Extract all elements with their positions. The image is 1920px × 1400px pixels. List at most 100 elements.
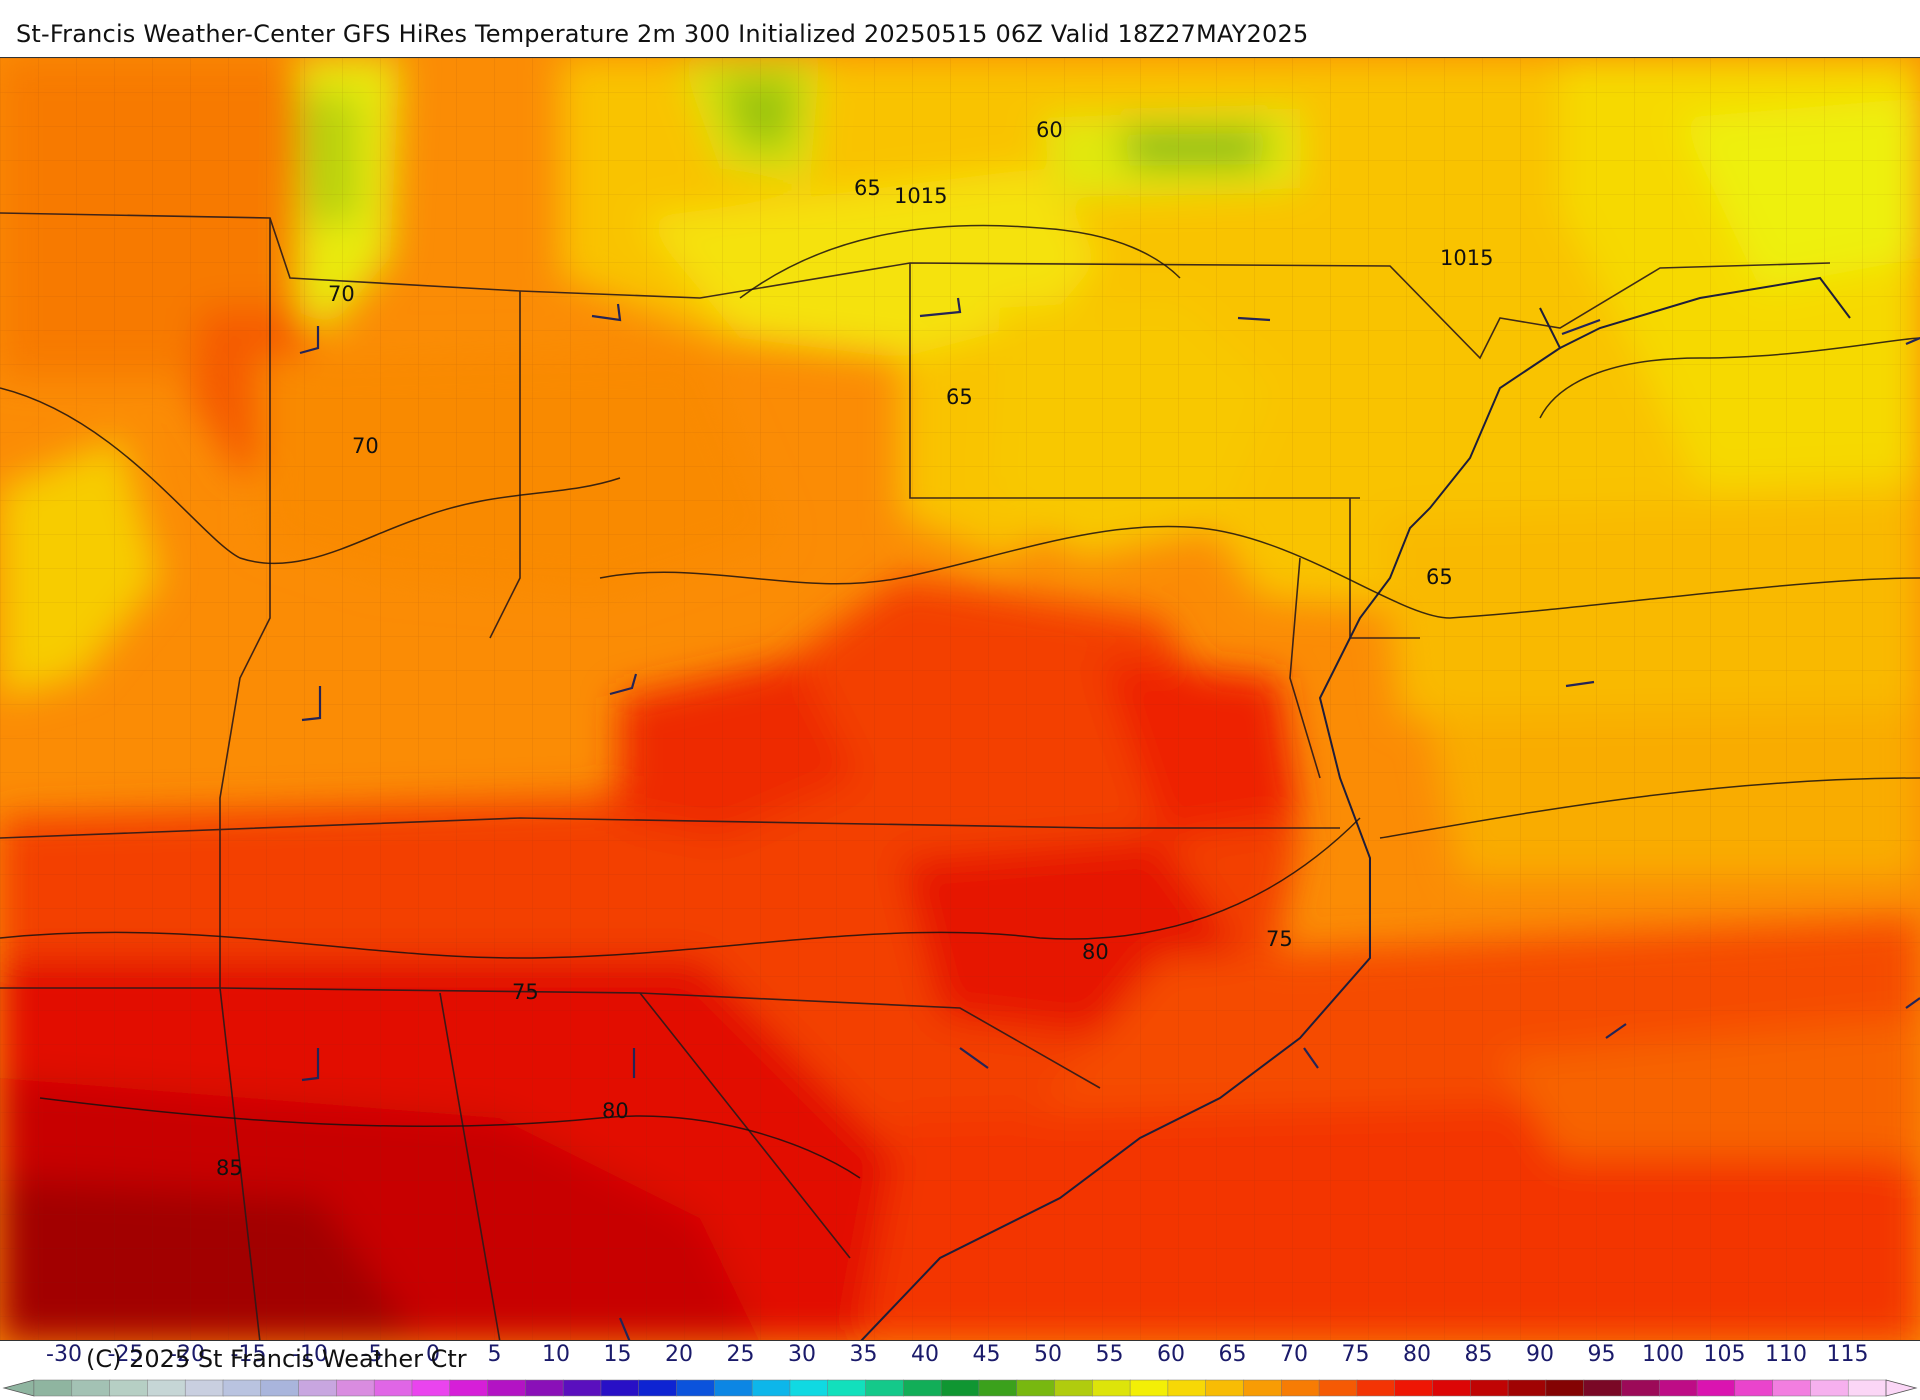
colorbar-swatch bbox=[600, 1379, 640, 1397]
colorbar-swatch bbox=[1205, 1379, 1245, 1397]
colorbar-swatch bbox=[1016, 1379, 1056, 1397]
colorbar-swatch bbox=[1772, 1379, 1812, 1397]
colorbar-tick-label: -5 bbox=[360, 1342, 383, 1367]
contour-lines bbox=[0, 224, 1920, 1179]
colorbar-tick-label: 30 bbox=[788, 1342, 816, 1367]
colorbar-tick-label: -20 bbox=[169, 1342, 205, 1367]
isotherm-label: 80 bbox=[1082, 940, 1109, 964]
colorbar-swatch bbox=[1696, 1379, 1736, 1397]
colorbar-swatch bbox=[1432, 1379, 1471, 1397]
colorbar-swatch bbox=[1243, 1379, 1283, 1397]
colorbar-swatch bbox=[714, 1379, 753, 1397]
colorbar-swatch bbox=[1394, 1379, 1434, 1397]
colorbar-tick-label: 45 bbox=[972, 1342, 1001, 1367]
colorbar-swatch bbox=[411, 1379, 451, 1397]
colorbar-swatch bbox=[260, 1379, 300, 1397]
map-panel: 60 65 1015 1015 70 65 70 65 75 80 75 80 … bbox=[0, 57, 1920, 1341]
temperature-colorbar bbox=[2, 1379, 1918, 1397]
colorbar-swatch bbox=[1621, 1379, 1660, 1397]
colorbar-tick-label: -10 bbox=[292, 1342, 328, 1367]
colorbar-tick-label: 70 bbox=[1280, 1342, 1308, 1367]
isotherm-label: 60 bbox=[1036, 118, 1063, 142]
colorbar-tick-label: 75 bbox=[1341, 1342, 1370, 1367]
colorbar-tick-label: -25 bbox=[107, 1342, 144, 1367]
colorbar-tick-label: -15 bbox=[230, 1342, 267, 1367]
colorbar-swatch bbox=[789, 1379, 829, 1397]
colorbar-tick-label: 60 bbox=[1157, 1342, 1185, 1367]
isotherm-label: 65 bbox=[1426, 565, 1453, 589]
temperature-map: 60 65 1015 1015 70 65 70 65 75 80 75 80 … bbox=[0, 58, 1920, 1340]
colorbar-swatch bbox=[1167, 1379, 1207, 1397]
colorbar-swatch bbox=[1054, 1379, 1094, 1397]
map-title: St-Francis Weather-Center GFS HiRes Temp… bbox=[16, 20, 1309, 48]
colorbar-swatch bbox=[222, 1379, 262, 1397]
colorbar-swatch bbox=[827, 1379, 867, 1397]
colorbar-swatch bbox=[1545, 1379, 1585, 1397]
isobar-label: 1015 bbox=[894, 184, 947, 208]
colorbar-tick-labels: -30 -25 -20 -15 -10 -5 0 5 10 15 20 25 30 35 40 45 50 55 6… bbox=[0, 1342, 1920, 1372]
isotherm-label: 65 bbox=[854, 176, 881, 200]
colorbar-swatch bbox=[1318, 1379, 1358, 1397]
colorbar-swatch bbox=[1281, 1379, 1320, 1397]
isobar-label: 1015 bbox=[1440, 246, 1493, 270]
colorbar-swatch bbox=[751, 1379, 791, 1397]
wind-barbs bbox=[299, 297, 1920, 1340]
colorbar-swatch bbox=[1129, 1379, 1169, 1397]
colorbar-swatch bbox=[449, 1379, 489, 1397]
isotherm-label: 80 bbox=[602, 1099, 629, 1123]
colorbar-swatch bbox=[1810, 1379, 1849, 1397]
isotherm-label: 70 bbox=[352, 434, 379, 458]
colorbar-swatch bbox=[147, 1379, 186, 1397]
colorbar-swatch bbox=[487, 1379, 527, 1397]
colorbar-tick-label: 0 bbox=[426, 1342, 440, 1367]
colorbar-tick-label: 115 bbox=[1826, 1342, 1869, 1367]
colorbar-tick-label: 65 bbox=[1218, 1342, 1247, 1367]
colorbar-swatch bbox=[109, 1379, 149, 1397]
colorbar-tick-label: 25 bbox=[726, 1342, 755, 1367]
colorbar-tick-label: 50 bbox=[1034, 1342, 1062, 1367]
colorbar-arrow-low bbox=[2, 1379, 35, 1397]
colorbar-swatch bbox=[33, 1379, 73, 1397]
colorbar-tick-label: 35 bbox=[849, 1342, 878, 1367]
colorbar-swatch bbox=[940, 1379, 980, 1397]
colorbar-swatch bbox=[978, 1379, 1018, 1397]
colorbar-swatch bbox=[525, 1379, 564, 1397]
colorbar-swatch bbox=[865, 1379, 905, 1397]
colorbar-tick-label: 55 bbox=[1095, 1342, 1124, 1367]
colorbar-swatch bbox=[676, 1379, 716, 1397]
colorbar-swatch bbox=[71, 1379, 111, 1397]
contour-labels: 60 65 1015 1015 70 65 70 65 75 80 75 80 … bbox=[216, 118, 1493, 1180]
isotherm-label: 75 bbox=[512, 980, 539, 1004]
colorbar-swatch bbox=[562, 1379, 602, 1397]
colorbar-tick-label: 5 bbox=[487, 1342, 502, 1367]
colorbar-swatch bbox=[1507, 1379, 1547, 1397]
colorbar-tick-label: 10 bbox=[542, 1342, 570, 1367]
temperature-field bbox=[0, 58, 1920, 1340]
colorbar-tick-label: -30 bbox=[46, 1342, 82, 1367]
colorbar-swatch bbox=[1847, 1379, 1887, 1397]
isotherm-label: 85 bbox=[216, 1156, 243, 1180]
colorbar-swatch bbox=[1583, 1379, 1623, 1397]
colorbar-swatch bbox=[1658, 1379, 1698, 1397]
colorbar-swatch bbox=[184, 1379, 224, 1397]
colorbar-tick-label: 15 bbox=[603, 1342, 632, 1367]
isotherm-label: 70 bbox=[328, 282, 355, 306]
colorbar-swatch bbox=[1469, 1379, 1509, 1397]
colorbar-swatch bbox=[1734, 1379, 1774, 1397]
colorbar-swatch bbox=[1092, 1379, 1131, 1397]
colorbar-tick-label: 95 bbox=[1587, 1342, 1616, 1367]
coastline bbox=[860, 276, 1851, 1340]
isotherm-label: 65 bbox=[946, 385, 973, 409]
copyright-text: (C) 2025 St Francis Weather Ctr bbox=[86, 1345, 467, 1373]
isotherm-label: 75 bbox=[1266, 927, 1293, 951]
colorbar-tick-label: 40 bbox=[911, 1342, 939, 1367]
colorbar-swatch bbox=[638, 1379, 678, 1397]
colorbar-tick-label: 90 bbox=[1526, 1342, 1554, 1367]
colorbar-tick-label: 20 bbox=[665, 1342, 693, 1367]
colorbar-swatch bbox=[373, 1379, 413, 1397]
colorbar-tick-label: 85 bbox=[1464, 1342, 1493, 1367]
colorbar-swatch bbox=[298, 1379, 338, 1397]
colorbar-tick-label: 80 bbox=[1403, 1342, 1431, 1367]
colorbar-tick-label: 110 bbox=[1765, 1342, 1807, 1367]
colorbar-swatch bbox=[336, 1379, 375, 1397]
